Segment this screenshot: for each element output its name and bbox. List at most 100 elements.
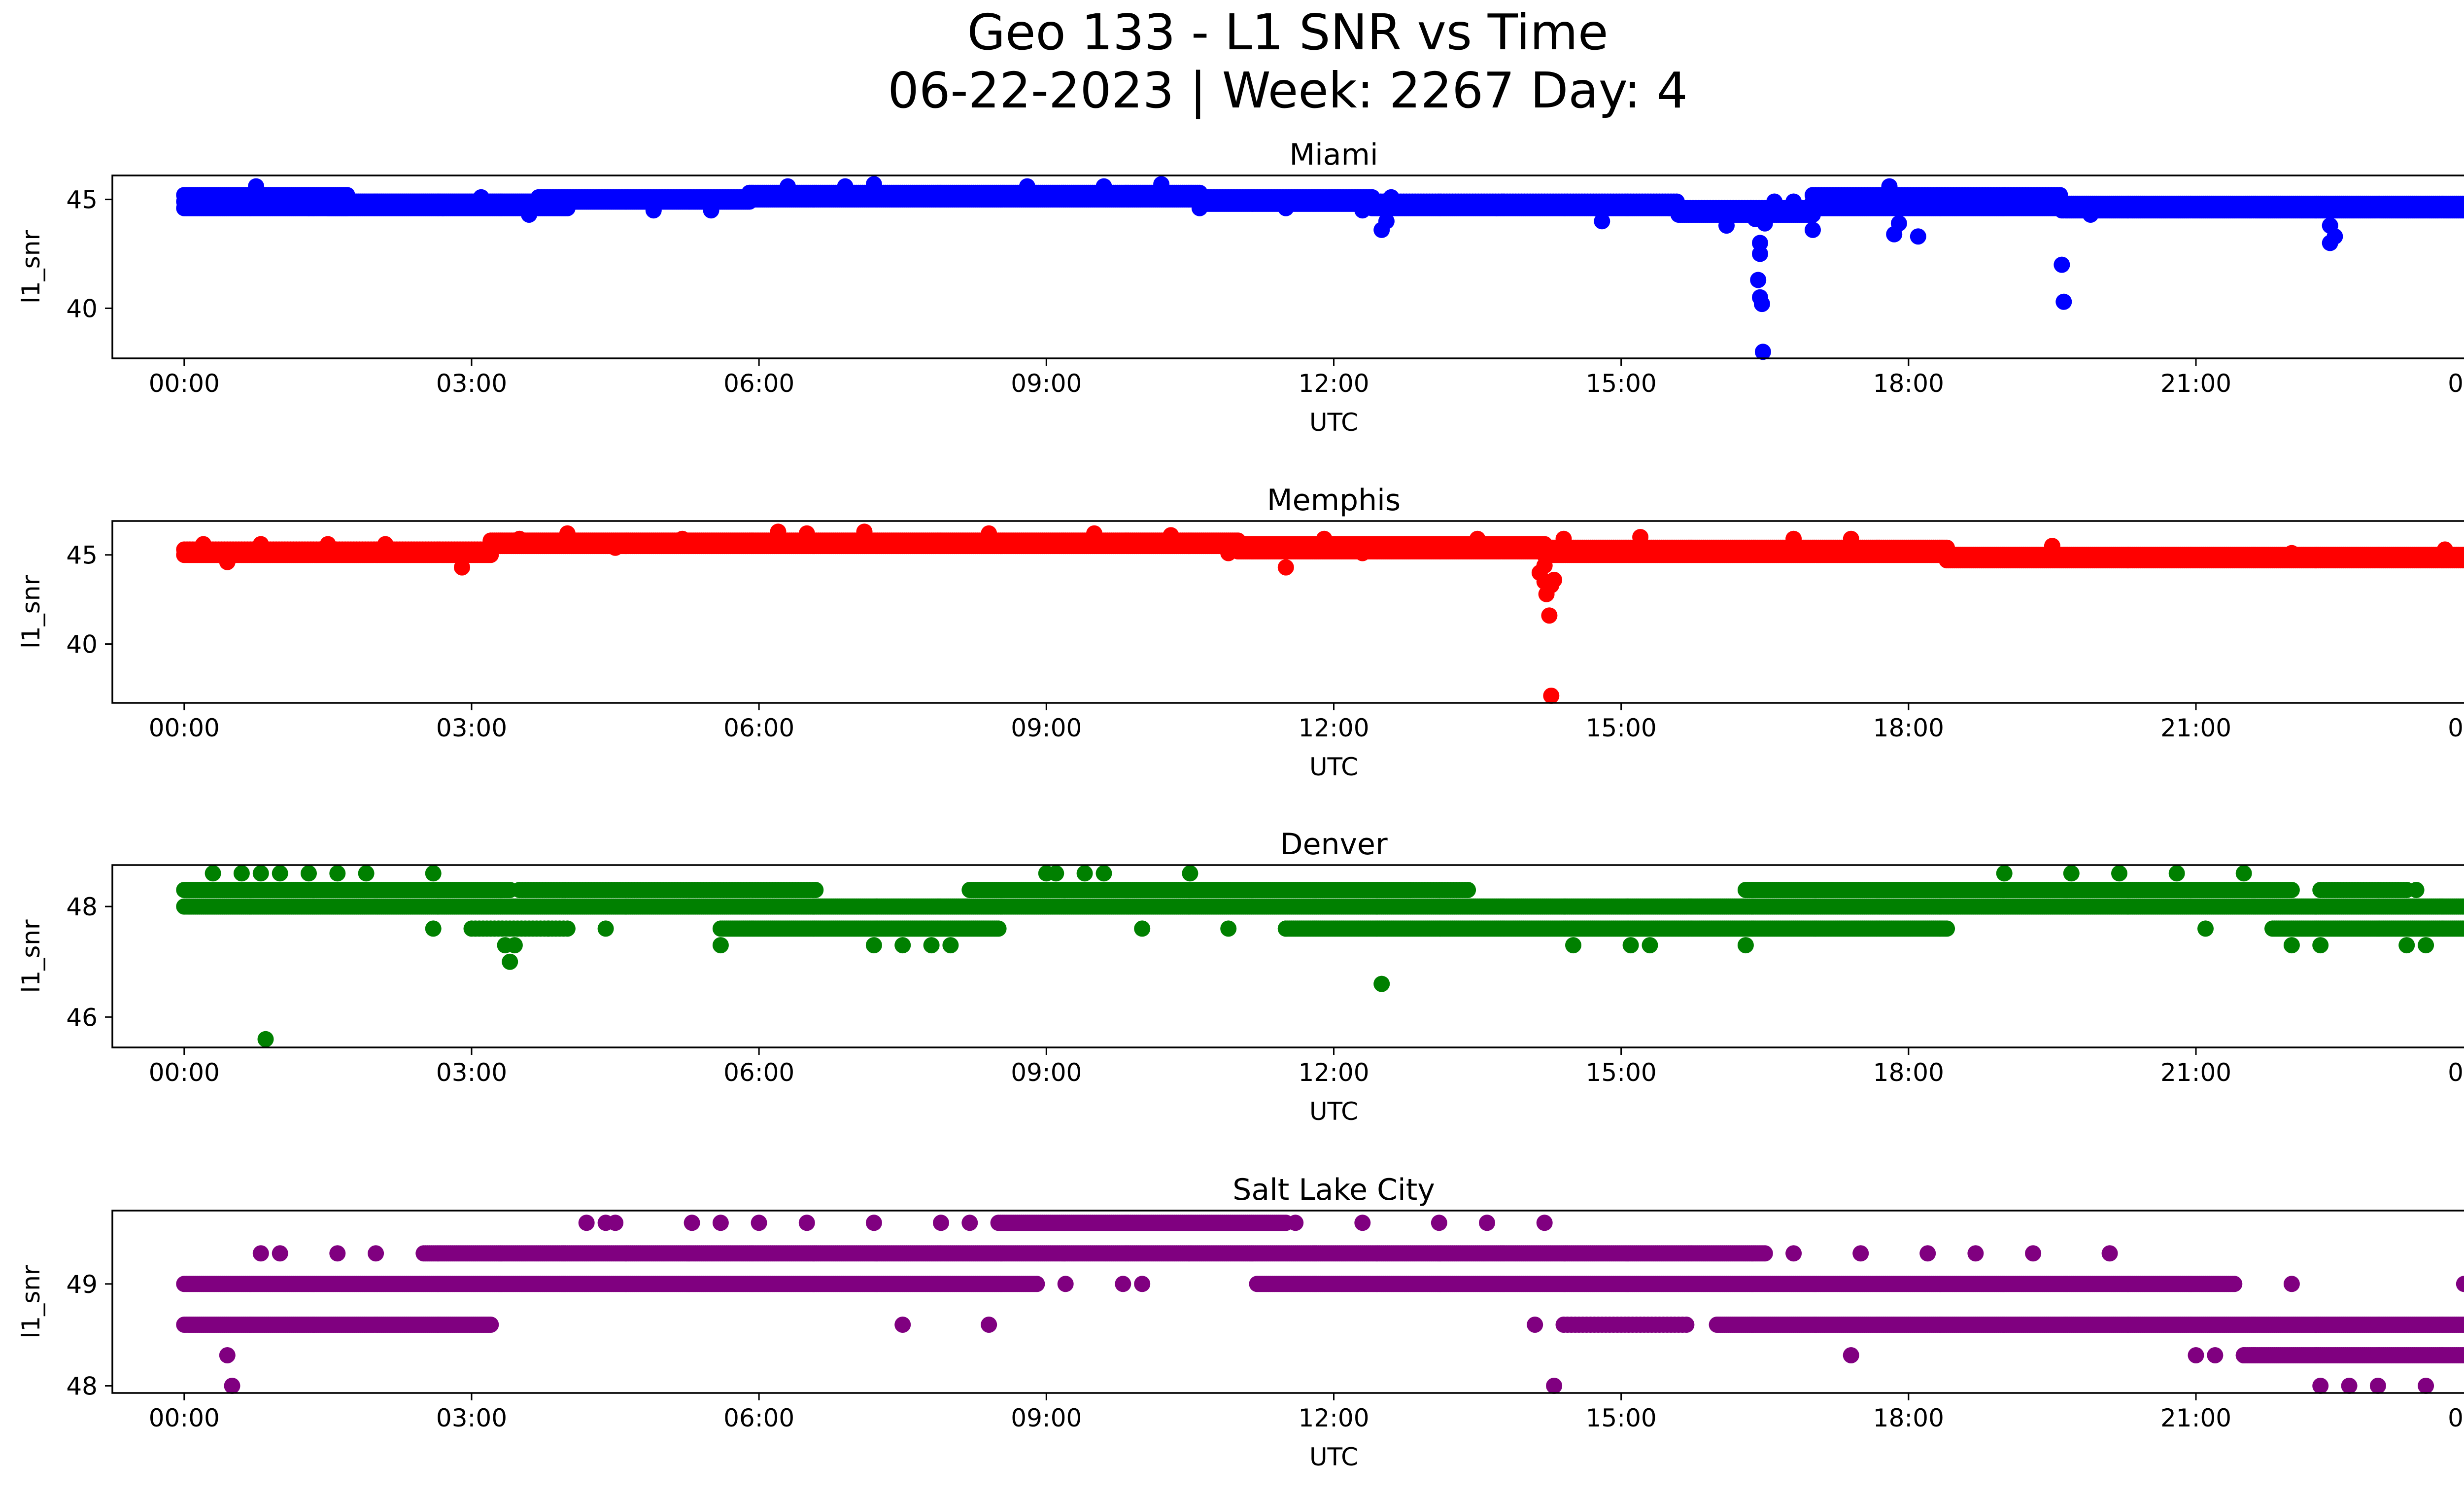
data-point [1536,195,1553,212]
x-tick-label: 00:00 [149,714,220,742]
x-tick-label: 21:00 [2160,714,2231,742]
x-axis-label: UTC [1309,753,1358,781]
y-tick-label: 45 [66,186,98,214]
data-point [2436,541,2453,558]
data-point [377,536,394,553]
y-tick-label: 45 [66,541,98,570]
x-tick-label: 00:00 [2448,714,2464,742]
data-point [473,189,489,206]
data-point [1661,200,1677,216]
data-point [454,559,470,576]
x-tick-label: 00:00 [149,369,220,398]
data-point [1709,543,1725,559]
data-point [645,202,662,219]
data-point [1543,688,1560,704]
data-point [1163,527,1179,544]
data-point [798,525,815,542]
data-point [1594,213,1610,230]
data-point [1996,187,2013,204]
data-point [674,530,691,547]
data-point [1277,200,1294,216]
data-point [1632,529,1649,546]
x-tick-label: 00:00 [2448,369,2464,398]
data-point [1095,178,1112,195]
x-tick-label: 12:00 [1298,714,1369,742]
data-point [1354,202,1371,219]
subplot-panels: Miami 00:00 03:00 06:00 09:00 12:00 15:00 18:00… [17,138,2464,1471]
data-point [837,178,854,195]
x-tick-label: 18:00 [1873,369,1944,398]
data-point [1785,530,1802,547]
chart-title-line-1: Geo 133 - L1 SNR vs Time [967,3,1608,61]
data-point [1378,213,1395,230]
data-point [2053,256,2070,273]
x-tick-label: 03:00 [436,714,507,742]
series-points [176,176,2464,360]
x-tick-label: 06:00 [723,714,794,742]
subplot-title: Memphis [1267,483,1401,518]
data-point [1191,200,1208,216]
data-point [1316,530,1333,547]
x-tick-label: 15:00 [1586,714,1657,742]
data-point [1086,525,1102,542]
x-tick-label: 15:00 [1586,369,1657,398]
data-point [248,178,265,195]
data-point [1220,545,1237,561]
data-point [1785,193,1802,210]
data-point [1929,187,1946,204]
data-point [1718,217,1735,234]
x-tick-label: 03:00 [436,369,507,398]
y-tick-label: 40 [66,294,98,323]
data-point [1469,530,1486,547]
data-point [981,525,997,542]
data-point [252,536,269,553]
data-point [1527,543,1543,559]
data-point [301,200,317,216]
data-point [1488,200,1505,216]
data-point [1750,272,1767,288]
data-point [1919,543,1936,559]
data-point [2044,538,2060,555]
data-point [2283,545,2300,561]
x-tick-label: 06:00 [723,369,794,398]
data-point [1752,245,1768,262]
subplot-1: Miami 00:00 03:00 06:00 09:00 12:00 15:00 18:00… [17,138,2464,437]
data-point [1354,545,1371,561]
x-tick-label: 21:00 [2160,369,2231,398]
data-point [856,523,873,540]
data-point [770,523,787,540]
data-point [1536,557,1553,574]
data-point [1910,228,1926,245]
data-point [559,525,576,542]
x-axis-label: UTC [1309,408,1358,437]
data-point [1277,559,1294,576]
data-point [1555,530,1572,547]
data-point [703,202,719,219]
x-tick-label: 12:00 [1298,369,1369,398]
data-point [195,536,212,553]
data-point [1881,178,1898,195]
data-point [1153,176,1170,193]
y-axis-label: l1_snr [17,575,45,649]
data-point [1766,193,1783,210]
data-point [521,207,538,223]
data-point [1890,215,1907,232]
data-point [219,554,236,570]
data-point [511,530,528,547]
data-point [1019,178,1035,195]
data-point [2082,207,2099,223]
data-point [319,536,336,553]
data-point [1753,296,1770,313]
x-tick-label: 18:00 [1873,714,1944,742]
y-axis-label: l1_snr [17,230,45,304]
data-point [1756,215,1773,232]
subplot-title: Miami [1289,138,1378,172]
data-point [1546,571,1563,588]
data-point [1541,607,1558,624]
data-point [1383,189,1400,206]
y-tick-label: 40 [66,630,98,659]
x-tick-label: 09:00 [1011,369,1082,398]
series-points [176,523,2464,704]
